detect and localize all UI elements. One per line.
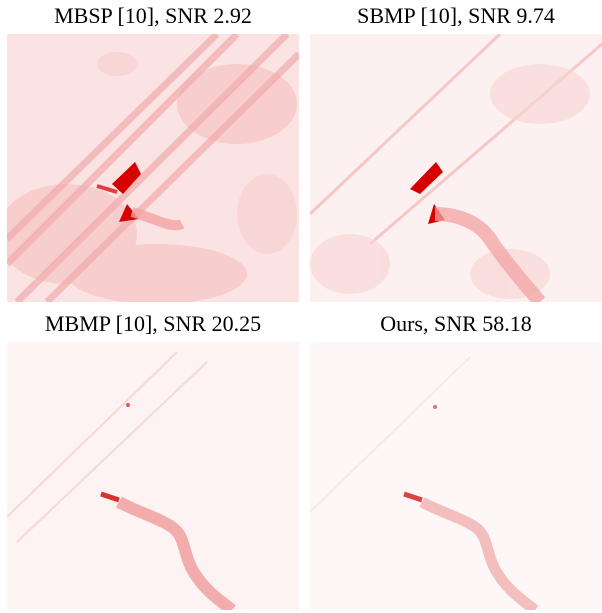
panel-caption: Ours, SNR 58.18 <box>380 311 532 336</box>
heatmap-image <box>7 342 299 610</box>
panel-caption: MBSP [10], SNR 2.92 <box>54 3 252 28</box>
heatmap-image <box>310 34 602 302</box>
heatmap-image <box>310 342 602 610</box>
heatmap-image <box>7 34 299 302</box>
panel-caption: MBMP [10], SNR 20.25 <box>44 311 262 336</box>
panel-caption: SBMP [10], SNR 9.74 <box>357 3 555 28</box>
